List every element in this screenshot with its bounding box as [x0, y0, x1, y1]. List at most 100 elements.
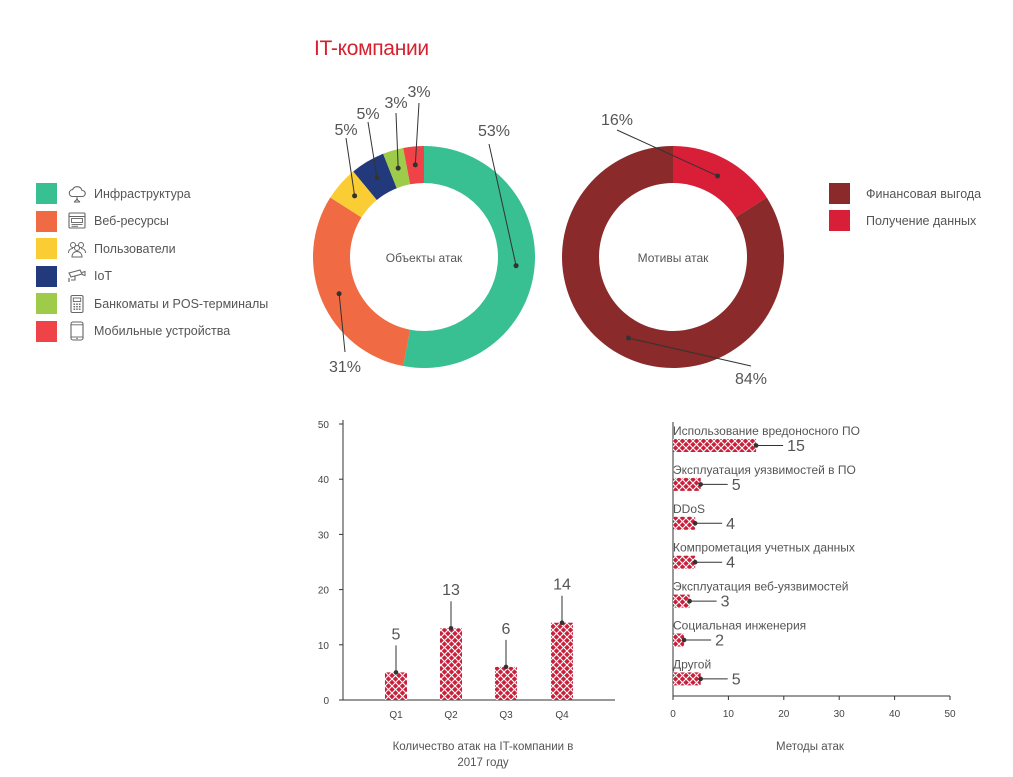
- x-tick-label: Q2: [444, 710, 458, 721]
- leader-dot: [395, 165, 401, 171]
- bar: [673, 672, 701, 686]
- leader-line: [338, 293, 346, 353]
- value-dot: [692, 559, 698, 565]
- method-label: Социальная инженерия: [673, 619, 806, 633]
- y-tick-label: 0: [323, 696, 329, 707]
- value-dot: [687, 598, 692, 604]
- slice-value-label: 84%: [735, 371, 767, 388]
- bar: [673, 439, 757, 452]
- legend-label: Пользователи: [94, 241, 176, 256]
- bar: [673, 477, 701, 491]
- objects-legend: Инфраструктура Веб-ресурсы Пользователи IoT…: [36, 180, 268, 345]
- objects-donut: 53% 31% 5%5% 3%3% Объекты атак: [313, 84, 535, 376]
- method-label: Эксплуатация веб-уязвимостей: [673, 580, 848, 594]
- leader-dot: [625, 335, 631, 341]
- y-tick-label: 10: [318, 641, 330, 652]
- leader-dot: [412, 162, 418, 168]
- bar: [440, 628, 462, 700]
- objects-legend-item: Веб-ресурсы: [36, 208, 268, 236]
- quarterly-bar-chart: 0 10 20 30 40 50 5 Q1 13 Q2 6 Q3 14 Q4: [318, 420, 615, 721]
- y-tick-label: 30: [318, 530, 330, 541]
- bar-value-label: 2: [715, 633, 724, 650]
- leader-line: [628, 337, 752, 367]
- slice-value-label: 5%: [356, 106, 379, 123]
- web-browser-icon: [66, 210, 88, 232]
- leader-dot: [336, 291, 342, 297]
- leader-line: [395, 112, 399, 169]
- motives-donut: 84% 16% Мотивы атак: [562, 112, 784, 388]
- bar-value-label: 4: [726, 555, 735, 572]
- legend-label: Мобильные устройства: [94, 324, 231, 339]
- objects-legend-item: Инфраструктура: [36, 180, 268, 208]
- slice-value-label: 16%: [601, 112, 633, 129]
- methods-bar-chart: 0 10 20 30 40 50 Использование вредоносного ПО…: [670, 422, 956, 720]
- iot-camera-icon: [66, 265, 88, 287]
- donut-slice: [313, 197, 411, 367]
- bar: [495, 666, 517, 700]
- objects-legend-item: Банкоматы и POS-терминалы: [36, 290, 268, 318]
- motives-legend-item: Получение данных: [829, 207, 981, 234]
- legend-label: Инфраструктура: [94, 186, 191, 201]
- slice-value-label: 5%: [334, 122, 357, 139]
- value-dot: [692, 521, 698, 526]
- value-dot: [698, 676, 703, 682]
- value-dot: [681, 637, 687, 643]
- leader-dot: [374, 174, 380, 180]
- legend-swatch: [36, 210, 57, 232]
- leader-dot: [352, 193, 358, 199]
- x-tick-label: 0: [670, 709, 676, 720]
- bar: [385, 672, 407, 700]
- value-dot: [559, 620, 565, 626]
- objects-legend-item: Пользователи: [36, 235, 268, 263]
- y-tick-label: 20: [318, 586, 330, 597]
- bar-value-label: 15: [787, 438, 805, 455]
- value-dot: [393, 670, 399, 675]
- x-tick-label: Q3: [499, 710, 513, 721]
- bar-value-label: 14: [553, 577, 571, 594]
- bar: [551, 622, 573, 700]
- motives-legend: Финансовая выгода Получение данных: [829, 180, 981, 234]
- value-dot: [698, 482, 703, 487]
- leader-line: [616, 129, 718, 177]
- value-dot: [503, 664, 509, 670]
- y-tick-label: 50: [318, 420, 330, 431]
- bar-value-label: 5: [392, 626, 401, 643]
- x-tick-label: 30: [834, 709, 846, 720]
- x-tick-label: 20: [778, 709, 790, 720]
- legend-swatch: [36, 265, 57, 287]
- cloud-network-icon: [66, 183, 88, 205]
- bar: [673, 633, 685, 647]
- method-label: Другой: [673, 657, 711, 671]
- leader-line: [414, 102, 420, 165]
- objects-legend-item: Мобильные устройства: [36, 318, 268, 346]
- x-tick-label: Q1: [389, 710, 403, 721]
- motives-legend-item: Финансовая выгода: [829, 180, 981, 207]
- mobile-device-icon: [66, 320, 88, 342]
- legend-swatch: [36, 183, 57, 205]
- legend-swatch: [829, 210, 850, 231]
- leader-line: [345, 137, 356, 196]
- method-label: DDoS: [673, 502, 705, 516]
- donut-slice: [673, 146, 767, 218]
- value-dot: [753, 443, 759, 448]
- x-tick-label: 10: [723, 709, 735, 720]
- bar-value-label: 13: [442, 582, 460, 599]
- legend-label: Веб-ресурсы: [94, 214, 169, 229]
- x-tick-label: 50: [944, 709, 956, 720]
- bar-value-label: 5: [732, 477, 741, 494]
- leader-line: [367, 121, 378, 178]
- method-label: Эксплуатация уязвимостей в ПО: [673, 463, 856, 477]
- legend-label: IoT: [94, 269, 113, 284]
- methods-chart-caption: Методы атак: [776, 741, 844, 753]
- legend-label: Получение данных: [866, 213, 977, 228]
- donut-center-label: Мотивы атак: [638, 251, 710, 265]
- bar-value-label: 6: [502, 621, 511, 638]
- users-icon: [66, 238, 88, 260]
- leader-dot: [715, 173, 721, 179]
- objects-legend-item: IoT: [36, 263, 268, 291]
- leader-dot: [513, 263, 519, 269]
- y-tick-label: 40: [318, 475, 330, 486]
- legend-swatch: [36, 238, 57, 260]
- bar: [673, 594, 690, 608]
- bar: [673, 516, 696, 530]
